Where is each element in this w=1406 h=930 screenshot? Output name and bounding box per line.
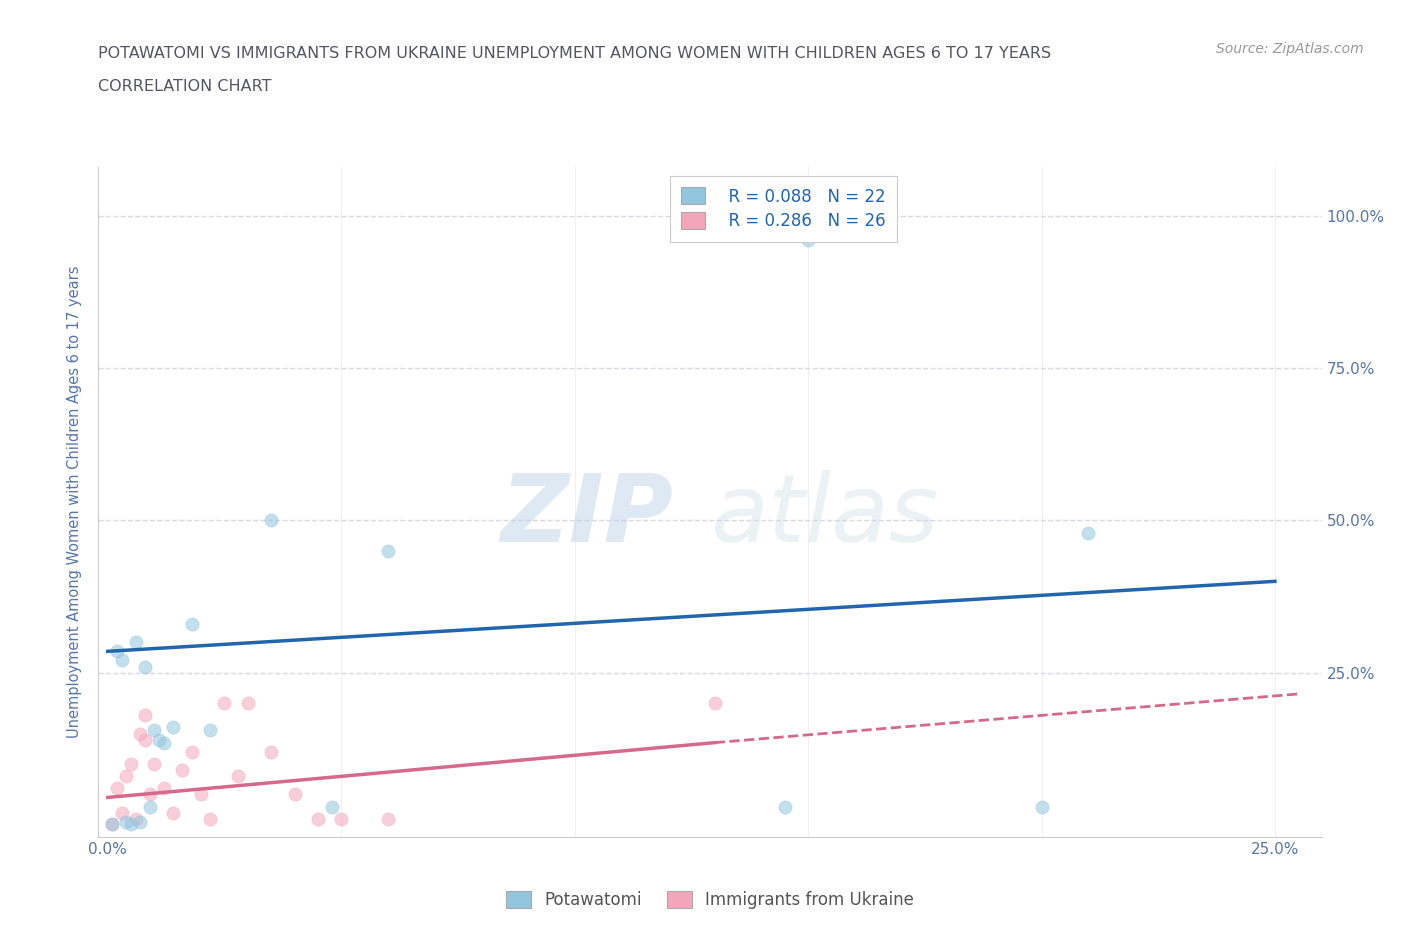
- Point: [125, 811, 148, 826]
- Point: [162, 805, 184, 820]
- Point: [139, 787, 162, 802]
- Point: [152, 736, 174, 751]
- Point: [134, 708, 156, 723]
- Point: [260, 744, 283, 759]
- Point: [134, 732, 156, 747]
- Y-axis label: Unemployment Among Women with Children Ages 6 to 17 years: Unemployment Among Women with Children A…: [67, 266, 83, 738]
- Point: [105, 644, 128, 658]
- Point: [797, 233, 820, 248]
- Point: [129, 726, 152, 741]
- Point: [105, 781, 128, 796]
- Point: [172, 763, 194, 777]
- Point: [143, 723, 166, 737]
- Point: [111, 805, 134, 820]
- Point: [200, 811, 222, 826]
- Point: [139, 799, 162, 814]
- Point: [148, 732, 170, 747]
- Legend: Potawatomi, Immigrants from Ukraine: Potawatomi, Immigrants from Ukraine: [499, 884, 921, 916]
- Text: POTAWATOMI VS IMMIGRANTS FROM UKRAINE UNEMPLOYMENT AMONG WOMEN WITH CHILDREN AGE: POTAWATOMI VS IMMIGRANTS FROM UKRAINE UN…: [98, 46, 1052, 61]
- Point: [703, 696, 725, 711]
- Point: [377, 543, 399, 558]
- Point: [180, 617, 202, 631]
- Point: [180, 744, 202, 759]
- Point: [152, 781, 174, 796]
- Point: [228, 769, 250, 784]
- Text: ZIP: ZIP: [501, 470, 673, 562]
- Point: [129, 815, 152, 830]
- Point: [260, 513, 283, 528]
- Text: Source: ZipAtlas.com: Source: ZipAtlas.com: [1216, 42, 1364, 56]
- Point: [111, 653, 134, 668]
- Point: [115, 815, 138, 830]
- Point: [125, 635, 148, 650]
- Point: [330, 811, 353, 826]
- Point: [214, 696, 236, 711]
- Point: [307, 811, 329, 826]
- Point: [120, 756, 142, 771]
- Point: [377, 811, 399, 826]
- Point: [143, 756, 166, 771]
- Point: [115, 769, 138, 784]
- Text: atlas: atlas: [710, 470, 938, 561]
- Point: [236, 696, 259, 711]
- Text: CORRELATION CHART: CORRELATION CHART: [98, 79, 271, 94]
- Point: [134, 659, 156, 674]
- Point: [283, 787, 305, 802]
- Point: [1077, 525, 1099, 540]
- Point: [321, 799, 343, 814]
- Point: [773, 799, 796, 814]
- Point: [190, 787, 212, 802]
- Point: [162, 720, 184, 735]
- Point: [120, 817, 142, 831]
- Point: [101, 817, 124, 831]
- Point: [101, 817, 124, 831]
- Point: [200, 723, 222, 737]
- Point: [1031, 799, 1053, 814]
